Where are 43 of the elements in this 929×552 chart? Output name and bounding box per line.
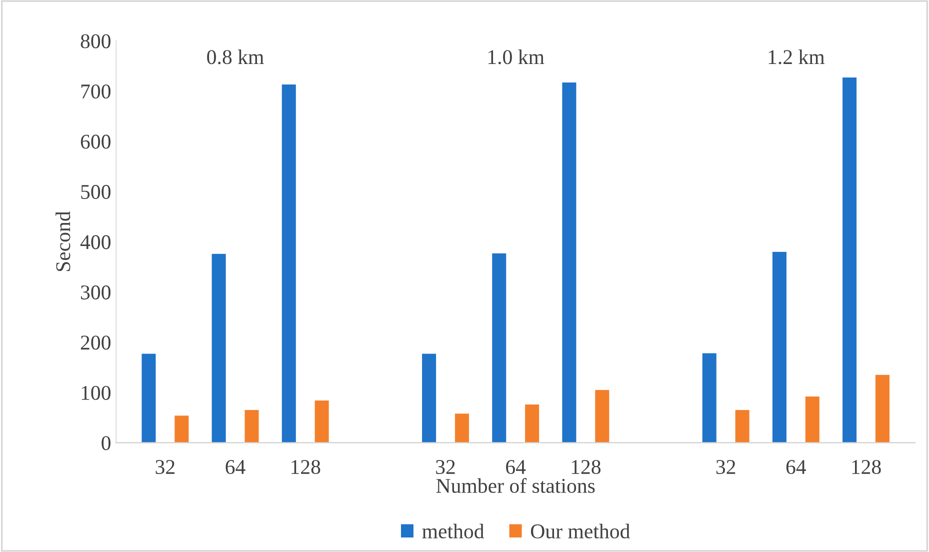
x-tick-label: 64 (506, 460, 526, 474)
y-tick-label: 200 (80, 336, 110, 350)
x-tick-label: 64 (226, 460, 246, 474)
bar (525, 404, 540, 443)
y-tick-label: 100 (82, 386, 110, 400)
legend-label: method (422, 524, 484, 538)
bar (492, 253, 506, 443)
bar (244, 410, 259, 443)
x-axis-title: Number of stations (436, 478, 595, 493)
x-tick-label: 32 (716, 460, 736, 474)
bar (875, 374, 890, 443)
y-axis-title: Second (56, 211, 70, 272)
y-tick-label: 600 (80, 134, 110, 149)
bar (805, 396, 820, 443)
x-tick-label: 128 (292, 460, 320, 474)
bar (212, 254, 226, 443)
bar (454, 414, 469, 443)
y-tick-label: 300 (81, 285, 110, 300)
bar (562, 82, 576, 443)
annotation: 1.0 km (488, 49, 544, 64)
bar (735, 410, 750, 443)
bar (702, 353, 716, 443)
legend-label: Our method (530, 524, 630, 538)
bar (174, 416, 189, 443)
x-tick-label: 32 (436, 460, 455, 474)
bar (842, 78, 857, 443)
y-tick-label: 0 (102, 436, 110, 450)
y-tick-label: 500 (81, 184, 110, 199)
y-tick-label: 700 (81, 84, 110, 99)
annotation: 1.2 km (768, 49, 825, 64)
y-tick-label: 400 (80, 235, 110, 250)
x-tick-label: 128 (852, 460, 881, 474)
bar (282, 84, 296, 443)
bar (314, 400, 329, 443)
bar (595, 390, 610, 443)
bar (422, 354, 436, 443)
x-tick-label: 32 (156, 460, 174, 474)
bar (142, 354, 156, 443)
x-tick-label: 128 (572, 460, 601, 474)
bar (772, 252, 786, 443)
y-tick-label: 800 (80, 34, 110, 48)
annotation: 0.8 km (207, 49, 264, 64)
x-tick-label: 64 (786, 460, 806, 474)
